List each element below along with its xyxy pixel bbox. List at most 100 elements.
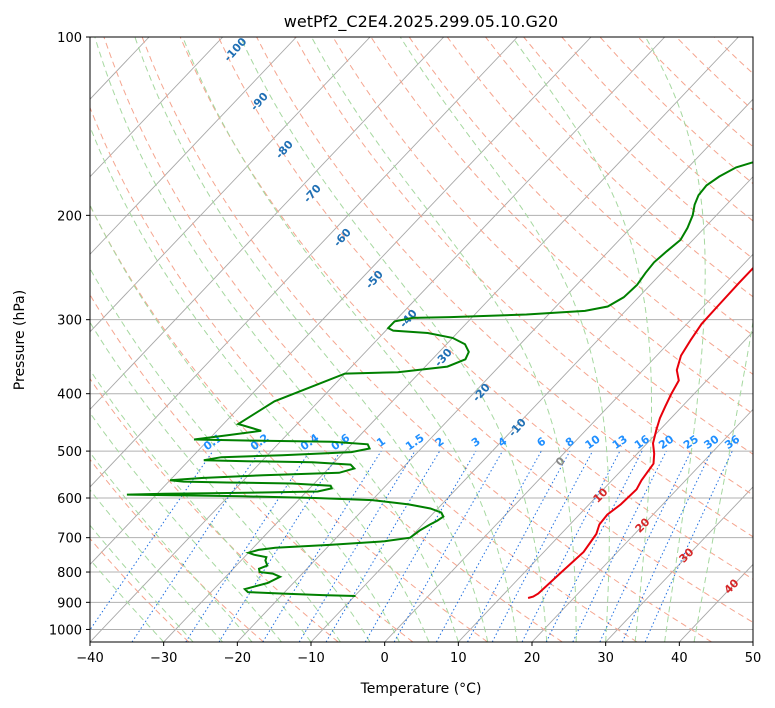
y-tick-label: 300 xyxy=(57,314,82,329)
dry-adiabat-line xyxy=(561,37,753,222)
y-tick-label: 800 xyxy=(57,566,82,581)
dry-adiabat-line xyxy=(256,37,753,538)
y-tick-label: 700 xyxy=(57,532,82,547)
x-tick-label: −20 xyxy=(224,651,251,666)
moist-adiabat-line xyxy=(90,203,400,642)
x-tick-label: 0 xyxy=(381,651,389,666)
y-axis-label: Pressure (hPa) xyxy=(12,290,28,390)
isotherm-line xyxy=(90,37,518,488)
mixing-ratio-line xyxy=(545,450,643,642)
dry-adiabat-line xyxy=(714,37,753,75)
dry-adiabat-line xyxy=(446,37,753,336)
isotherm-line xyxy=(0,37,2,642)
y-tick-label: 600 xyxy=(57,492,82,507)
y-tick-label: 900 xyxy=(57,596,82,611)
x-tick-label: −40 xyxy=(76,651,103,666)
isotherm-line xyxy=(458,331,753,642)
dry-adiabat-label: -10 xyxy=(506,416,529,440)
mixing-ratio-label: 20 xyxy=(656,432,676,452)
isotherm-line xyxy=(605,486,753,642)
isotherm-line xyxy=(531,408,753,642)
x-tick-label: −30 xyxy=(150,651,177,666)
mixing-ratio-label: 0.2 xyxy=(248,431,271,453)
isotherm-line xyxy=(752,641,753,642)
mixing-ratio-label: 13 xyxy=(610,433,630,452)
dry-adiabat-label: -100 xyxy=(221,35,249,64)
moist-adiabat-line xyxy=(90,321,341,642)
mixing-ratio-label: 1 xyxy=(374,435,388,450)
dry-adiabat-label: -70 xyxy=(301,182,324,206)
mixing-ratio-line xyxy=(599,450,692,642)
isotherm-line xyxy=(163,37,739,642)
mixing-ratio-line xyxy=(218,450,341,642)
moist-adiabat-line xyxy=(399,37,610,642)
moist-adiabat-line xyxy=(311,37,577,642)
mixing-ratio-line xyxy=(435,450,542,642)
moist-adiabat-line xyxy=(90,451,253,642)
x-tick-label: 10 xyxy=(450,651,467,666)
isotherm-line xyxy=(384,253,753,642)
moist-adiabat-line xyxy=(182,37,518,642)
y-tick-label: 100 xyxy=(57,31,82,46)
mixing-ratio-line xyxy=(572,450,667,642)
isotherm-line xyxy=(90,37,224,178)
isotherm-line xyxy=(90,37,371,333)
dry-adiabat-line xyxy=(141,37,712,642)
dry-adiabat-line xyxy=(90,204,488,642)
mixing-ratio-line xyxy=(262,450,382,642)
moist-adiabat-line xyxy=(90,267,371,642)
dry-adiabat-line xyxy=(90,106,563,642)
x-tick-label: 40 xyxy=(671,651,688,666)
dry-adiabat-line xyxy=(294,37,753,496)
mixing-ratio-label: 16 xyxy=(632,432,652,452)
mixing-ratio-line xyxy=(298,450,416,642)
moist-adiabat-line xyxy=(511,37,652,642)
mixing-ratio-label: 10 xyxy=(583,432,603,452)
y-ticks: 100 200 300 400 500 600 700 800 900 1000 xyxy=(49,31,90,638)
x-tick-label: 30 xyxy=(597,651,614,666)
moist-adiabat-label: 10 xyxy=(591,485,611,505)
mixing-ratio-label: 1.5 xyxy=(403,431,426,453)
x-tick-label: 20 xyxy=(524,651,541,666)
y-tick-label: 400 xyxy=(57,388,82,403)
dry-adiabat-line xyxy=(637,37,753,148)
x-tick-label: −10 xyxy=(297,651,324,666)
dry-adiabat-label: -20 xyxy=(470,381,493,405)
moist-adiabat-line xyxy=(134,37,489,642)
moist-adiabat-line xyxy=(94,37,459,642)
dewpoint-profile xyxy=(126,161,753,597)
moist-adiabat-line xyxy=(239,37,548,642)
dry-adiabat-line xyxy=(179,37,753,623)
moist-adiabat-line xyxy=(90,125,430,642)
mixing-ratio-labels: 0.1 0.2 0.4 0.6 1 1.5 2 3 4 6 8 10 13 16 20 25 30 36 xyxy=(201,431,742,453)
dry-adiabat-line xyxy=(217,37,753,580)
moist-adiabat-line xyxy=(90,524,194,642)
y-tick-label: 200 xyxy=(57,209,82,224)
profiles xyxy=(126,161,753,599)
mixing-ratio-line xyxy=(325,450,441,642)
moist-adiabat-line xyxy=(645,37,706,642)
dry-adiabat-line xyxy=(332,37,753,455)
dry-adiabat-line xyxy=(408,37,753,375)
mixing-ratio-label: 4 xyxy=(496,435,510,450)
mixing-ratio-line xyxy=(90,450,214,631)
y-tick-label: 500 xyxy=(57,445,82,460)
dry-adiabat-label: -80 xyxy=(273,138,296,162)
dry-adiabat-line xyxy=(90,377,339,642)
moist-adiabat-line xyxy=(90,412,282,642)
isotherm-line xyxy=(90,37,297,255)
dry-adiabat-line xyxy=(752,37,753,39)
dry-adiabat-line xyxy=(523,37,753,260)
dry-adiabat-line xyxy=(90,537,190,642)
isotherm-line xyxy=(679,563,753,642)
dry-adiabat-line xyxy=(103,37,638,642)
x-tick-label: 50 xyxy=(745,651,762,666)
dry-adiabat-line xyxy=(90,458,264,642)
moist-adiabat-line xyxy=(90,369,312,642)
x-ticks: −40 −30 −20 −10 0 10 20 30 40 50 xyxy=(76,642,761,666)
mixing-ratio-label: 3 xyxy=(469,435,483,450)
mixing-ratio-line xyxy=(131,450,261,642)
mixing-ratio-line xyxy=(364,450,477,642)
x-axis-label: Temperature (°C) xyxy=(360,681,482,697)
